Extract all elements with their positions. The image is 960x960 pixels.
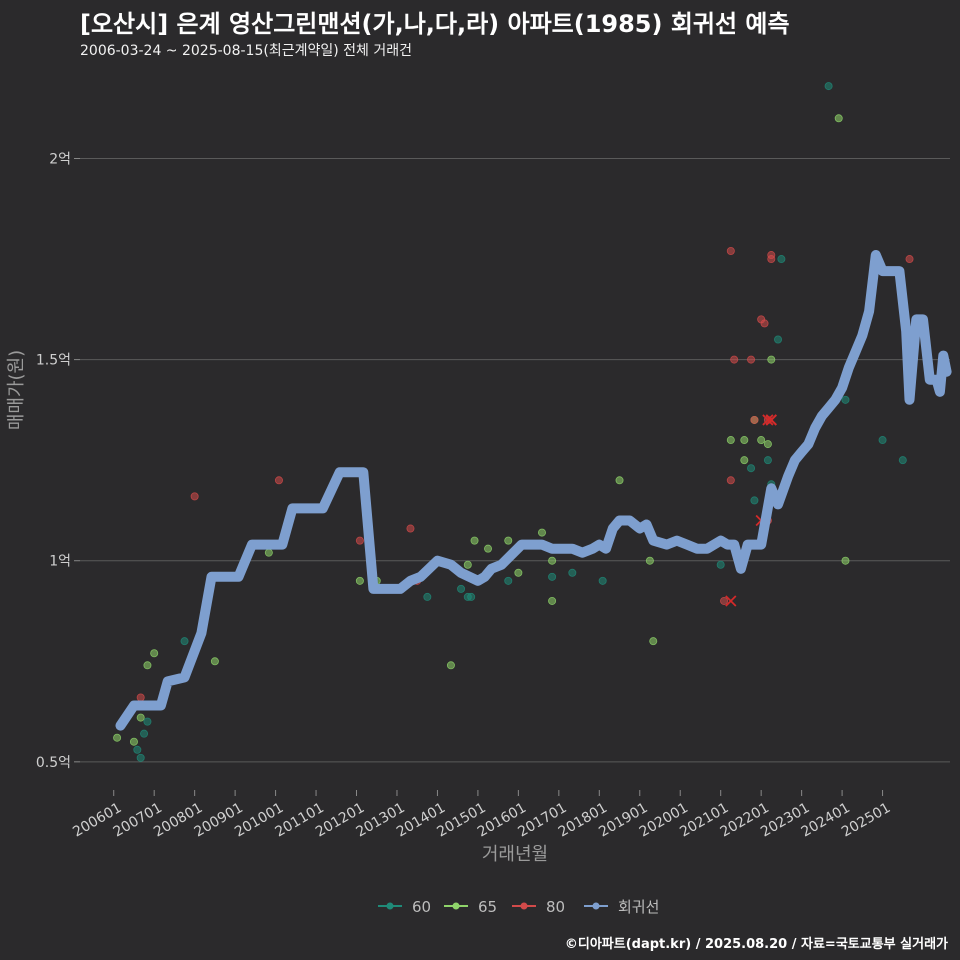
point-65-22 xyxy=(740,456,749,465)
legend-label-2: 80 xyxy=(546,898,565,916)
point-65-1 xyxy=(129,737,138,746)
point-60-4 xyxy=(180,637,189,646)
point-80-9 xyxy=(730,355,739,364)
point-60-1 xyxy=(136,753,145,762)
point-60-11 xyxy=(568,568,577,577)
legend-item-0: 60 xyxy=(378,898,431,916)
point-60-12 xyxy=(598,576,607,585)
point-80-4 xyxy=(406,524,415,533)
x-axis-ticks: 2006012007012008012009012010012011012012… xyxy=(70,790,893,840)
point-60-20 xyxy=(824,82,833,91)
point-65-12 xyxy=(484,544,493,553)
point-65-7 xyxy=(355,576,364,585)
point-60-13 xyxy=(716,560,725,569)
point-80-13 xyxy=(760,319,769,328)
point-65-19 xyxy=(645,556,654,565)
legend-label-3: 회귀선 xyxy=(618,898,659,916)
point-60-16 xyxy=(763,456,772,465)
point-60-22 xyxy=(878,436,887,445)
point-65-18 xyxy=(615,476,624,485)
point-80-18 xyxy=(905,255,914,264)
point-80-2 xyxy=(274,476,283,485)
legend-item-1: 65 xyxy=(444,898,497,916)
point-65-21 xyxy=(726,436,735,445)
point-65-0 xyxy=(113,733,122,742)
legend-label-1: 65 xyxy=(478,898,497,916)
legend: 60 65 80 회귀선 xyxy=(378,898,659,916)
point-80-7 xyxy=(726,476,735,485)
point-60-0 xyxy=(133,745,142,754)
point-80-11 xyxy=(750,415,759,424)
point-65-27 xyxy=(767,355,776,364)
point-65-28 xyxy=(834,114,843,123)
point-60-19 xyxy=(777,255,786,264)
point-65-15 xyxy=(537,528,546,537)
point-65-10 xyxy=(463,560,472,569)
point-80-10 xyxy=(747,355,756,364)
legend-item-3: 회귀선 xyxy=(584,898,659,916)
point-65-20 xyxy=(649,637,658,646)
point-60-10 xyxy=(548,572,557,581)
y-tick-label-2: 1.5억 xyxy=(36,353,71,369)
point-80-3 xyxy=(355,536,364,545)
point-60-9 xyxy=(504,576,513,585)
point-60-5 xyxy=(423,592,432,601)
point-65-14 xyxy=(514,568,523,577)
grid-lines xyxy=(80,157,950,763)
x-axis-title: 거래년월 xyxy=(482,844,548,865)
legend-dot-0 xyxy=(386,902,394,910)
point-80-1 xyxy=(190,492,199,501)
y-axis-title: 매매가(원) xyxy=(6,350,27,430)
point-65-16 xyxy=(548,556,557,565)
point-60-23 xyxy=(898,456,907,465)
point-65-4 xyxy=(150,649,159,658)
point-65-3 xyxy=(143,661,152,670)
point-65-6 xyxy=(264,548,273,557)
chart-subtitle: 2006-03-24 ~ 2025-08-15(최근계약일) 전체 거래건 xyxy=(80,43,412,59)
point-60-18 xyxy=(774,335,783,344)
point-60-2 xyxy=(140,729,149,738)
y-axis-ticks: 0.5억 1억 1.5억 2억 xyxy=(36,151,80,771)
cancel-mark-2 xyxy=(762,414,774,426)
point-65-11 xyxy=(470,536,479,545)
point-60-8 xyxy=(467,592,476,601)
chart-title: [오산시] 은계 영산그린맨션(가,나,다,라) 아파트(1985) 회귀선 예… xyxy=(80,10,790,38)
point-80-17 xyxy=(767,255,776,264)
footer-credit: ©디아파트(dapt.kr) / 2025.08.20 / 자료=국토교통부 실… xyxy=(564,937,948,952)
y-tick-label-0: 0.5억 xyxy=(36,755,71,771)
regression-line xyxy=(115,250,952,731)
cancel-mark-0 xyxy=(725,595,737,607)
cancel-mark-4 xyxy=(765,414,777,426)
point-60-14 xyxy=(747,464,756,473)
point-60-21 xyxy=(841,395,850,404)
legend-dot-3 xyxy=(592,902,600,910)
point-60-3 xyxy=(143,717,152,726)
point-65-25 xyxy=(757,436,766,445)
point-65-29 xyxy=(841,556,850,565)
y-tick-label-1: 1억 xyxy=(49,554,71,570)
point-80-8 xyxy=(726,247,735,256)
scatter-points xyxy=(113,82,914,762)
point-60-15 xyxy=(750,496,759,505)
point-60-6 xyxy=(457,584,466,593)
point-80-6 xyxy=(720,596,729,605)
point-80-0 xyxy=(136,693,145,702)
y-tick-label-3: 2억 xyxy=(49,151,71,167)
point-65-9 xyxy=(446,661,455,670)
legend-dot-2 xyxy=(520,902,528,910)
point-65-13 xyxy=(504,536,513,545)
point-65-5 xyxy=(210,657,219,666)
point-65-26 xyxy=(763,440,772,449)
point-65-23 xyxy=(740,436,749,445)
point-65-17 xyxy=(548,596,557,605)
legend-item-2: 80 xyxy=(512,898,565,916)
regression-layer xyxy=(115,250,952,731)
legend-dot-1 xyxy=(452,902,460,910)
point-65-2 xyxy=(136,713,145,722)
legend-label-0: 60 xyxy=(412,898,431,916)
